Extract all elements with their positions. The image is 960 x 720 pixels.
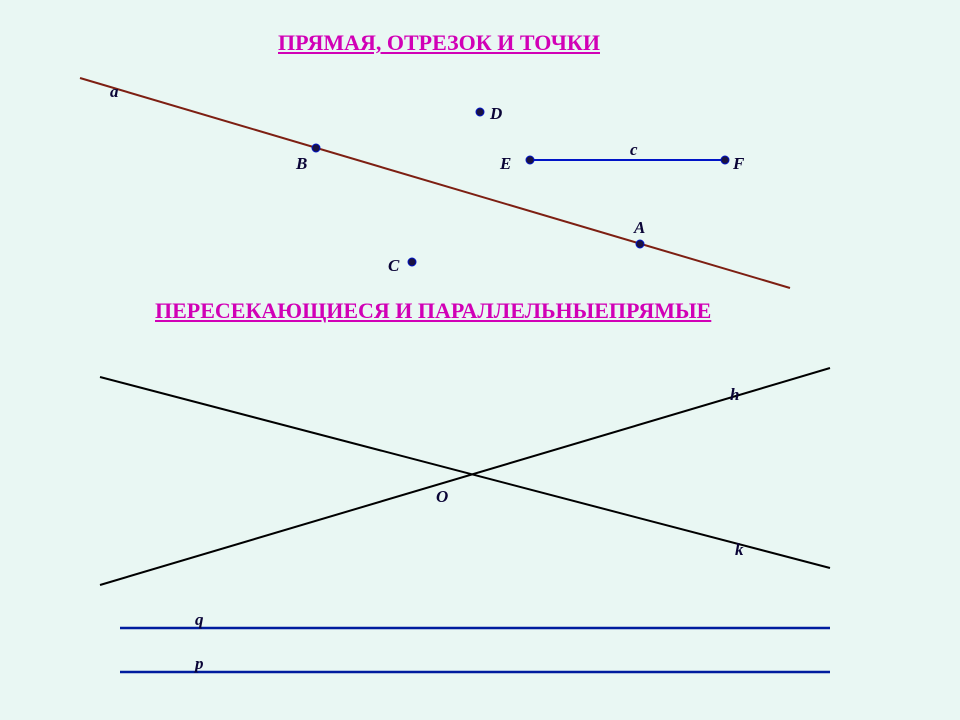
label-line-h: h bbox=[730, 385, 739, 405]
label-segment-c: c bbox=[630, 140, 638, 160]
label-line-a: a bbox=[110, 82, 119, 102]
label-point-a: A bbox=[634, 218, 645, 238]
label-point-f: F bbox=[733, 154, 744, 174]
label-point-d: D bbox=[490, 104, 502, 124]
label-line-k: k bbox=[735, 540, 744, 560]
label-point-c: C bbox=[388, 256, 399, 276]
label-point-b: B bbox=[296, 154, 307, 174]
title-2: ПЕРЕСЕКАЮЩИЕСЯ И ПАРАЛЛЕЛЬНЫЕПРЯМЫЕ bbox=[155, 298, 711, 324]
label-point-e: E bbox=[500, 154, 511, 174]
diagram-svg bbox=[0, 0, 960, 720]
label-point-o: O bbox=[436, 487, 448, 507]
label-line-p: p bbox=[195, 654, 204, 674]
title-1: ПРЯМАЯ, ОТРЕЗОК И ТОЧКИ bbox=[278, 30, 600, 56]
label-line-q: q bbox=[195, 610, 204, 630]
